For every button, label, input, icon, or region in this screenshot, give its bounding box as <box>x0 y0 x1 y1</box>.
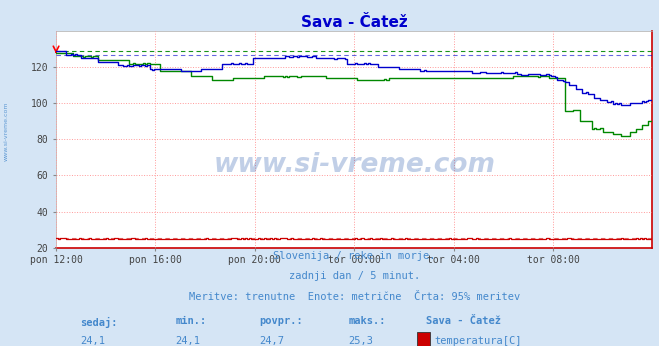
Text: www.si-vreme.com: www.si-vreme.com <box>3 102 9 161</box>
Text: 24,1: 24,1 <box>175 336 200 346</box>
Text: 24,7: 24,7 <box>259 336 284 346</box>
Text: 25,3: 25,3 <box>348 336 373 346</box>
Text: www.si-vreme.com: www.si-vreme.com <box>214 152 495 178</box>
Text: zadnji dan / 5 minut.: zadnji dan / 5 minut. <box>289 271 420 281</box>
Bar <box>417 332 430 346</box>
Text: Sava - Čatež: Sava - Čatež <box>426 317 501 327</box>
Text: min.:: min.: <box>175 317 206 327</box>
Text: povpr.:: povpr.: <box>259 317 302 327</box>
Text: Slovenija / reke in morje.: Slovenija / reke in morje. <box>273 251 436 261</box>
Text: sedaj:: sedaj: <box>80 317 117 328</box>
Text: maks.:: maks.: <box>348 317 386 327</box>
Text: temperatura[C]: temperatura[C] <box>435 336 522 346</box>
Text: Meritve: trenutne  Enote: metrične  Črta: 95% meritev: Meritve: trenutne Enote: metrične Črta: … <box>188 292 520 302</box>
Title: Sava - Čatež: Sava - Čatež <box>301 15 407 30</box>
Text: 24,1: 24,1 <box>80 336 105 346</box>
